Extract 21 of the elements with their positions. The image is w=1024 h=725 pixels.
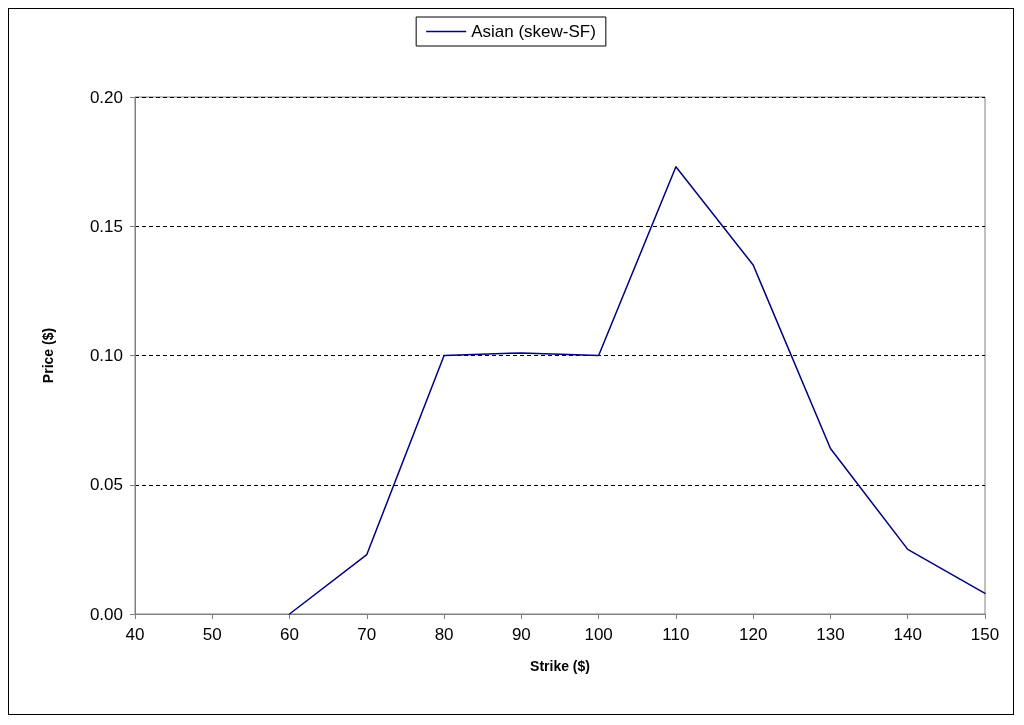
y-axis-title: Price ($): [40, 327, 56, 384]
x-tick-label: 60: [280, 625, 300, 644]
x-tick-label: 40: [125, 625, 145, 644]
x-tick-label: 70: [357, 625, 377, 644]
x-tick-label: 90: [511, 625, 531, 644]
legend-label: Asian (skew-SF): [471, 22, 596, 41]
x-tick-label: 130: [816, 625, 845, 644]
x-tick-label: 80: [434, 625, 454, 644]
y-tick-label: 0.20: [89, 87, 123, 107]
x-tick-label: 100: [584, 625, 613, 644]
y-tick-label: 0.15: [89, 216, 123, 236]
y-tick-label: 0.00: [89, 604, 123, 624]
y-tick-label: 0.05: [89, 475, 123, 495]
x-tick-label: 150: [970, 625, 1000, 644]
y-tick-label: 0.10: [89, 346, 123, 365]
line-series: [288, 166, 986, 615]
x-axis-title: Strike ($): [530, 658, 590, 674]
x-tick-label: 110: [662, 625, 690, 644]
x-tick-label: 140: [893, 625, 922, 644]
x-tick-label: 50: [202, 625, 222, 644]
x-tick-label: 120: [738, 625, 768, 644]
